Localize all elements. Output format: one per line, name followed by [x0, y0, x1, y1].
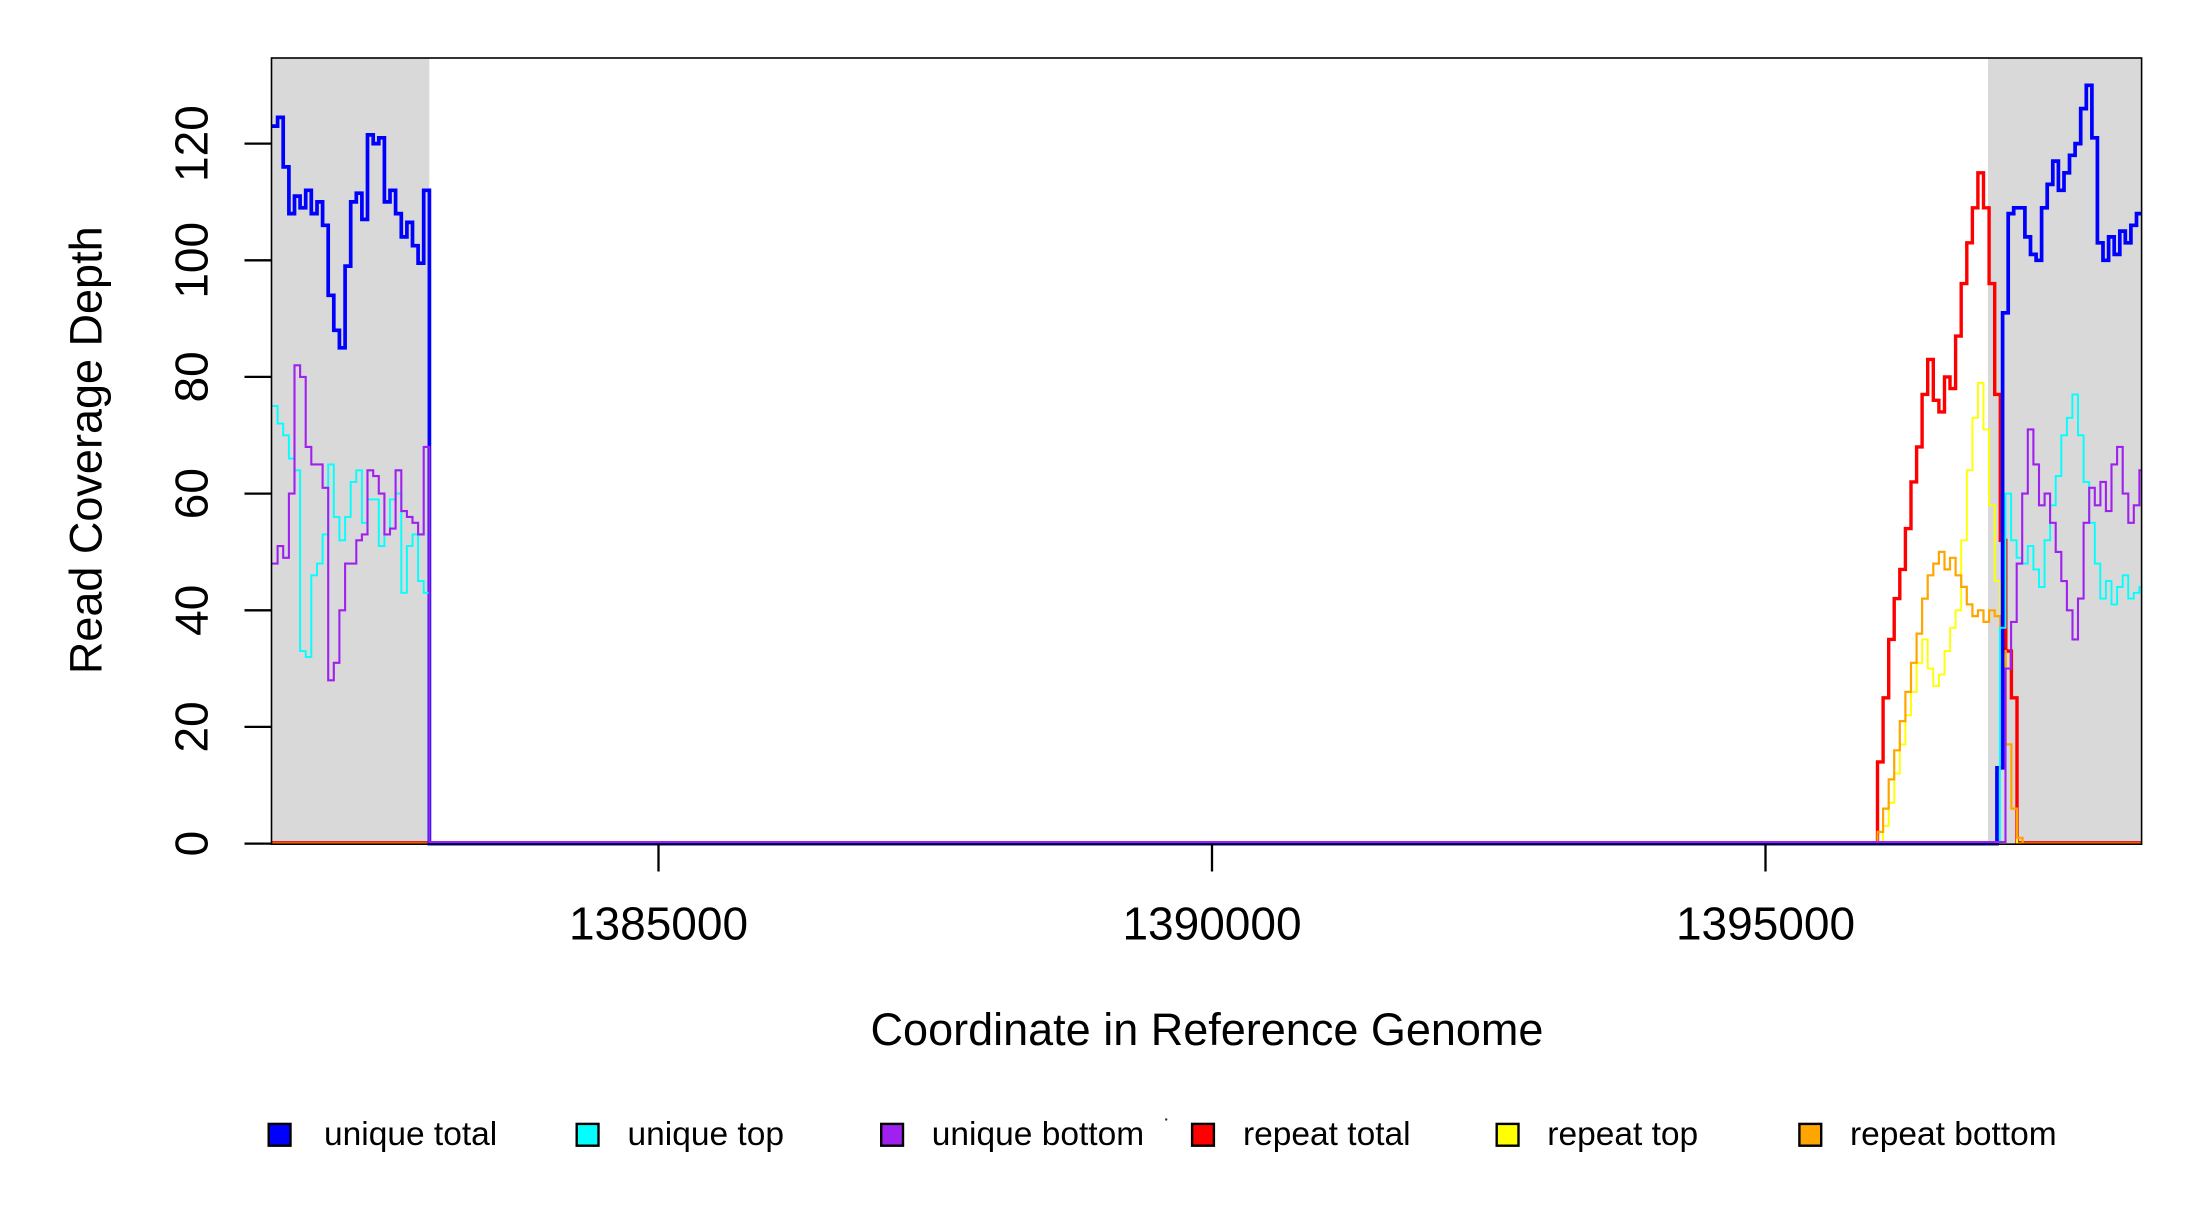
svg-text:unique top: unique top [628, 1116, 784, 1153]
svg-text:repeat top: repeat top [1547, 1116, 1698, 1153]
svg-text:Coordinate in Reference Genome: Coordinate in Reference Genome [871, 1004, 1544, 1055]
svg-text:80: 80 [166, 351, 218, 402]
svg-text:20: 20 [166, 701, 218, 752]
svg-text:unique total: unique total [324, 1116, 497, 1153]
svg-text:0: 0 [166, 831, 218, 857]
svg-text:1385000: 1385000 [569, 898, 748, 950]
svg-text:40: 40 [166, 585, 218, 636]
svg-text:repeat total: repeat total [1243, 1116, 1411, 1153]
svg-text:1390000: 1390000 [1122, 898, 1301, 950]
svg-text:Read Coverage Depth: Read Coverage Depth [60, 226, 111, 674]
svg-text:1395000: 1395000 [1676, 898, 1855, 950]
svg-text:60: 60 [166, 468, 218, 519]
svg-text:repeat bottom: repeat bottom [1850, 1116, 2057, 1153]
svg-text:100: 100 [166, 222, 218, 299]
svg-text:120: 120 [166, 105, 218, 182]
svg-text:unique bottom: unique bottom [932, 1116, 1144, 1153]
